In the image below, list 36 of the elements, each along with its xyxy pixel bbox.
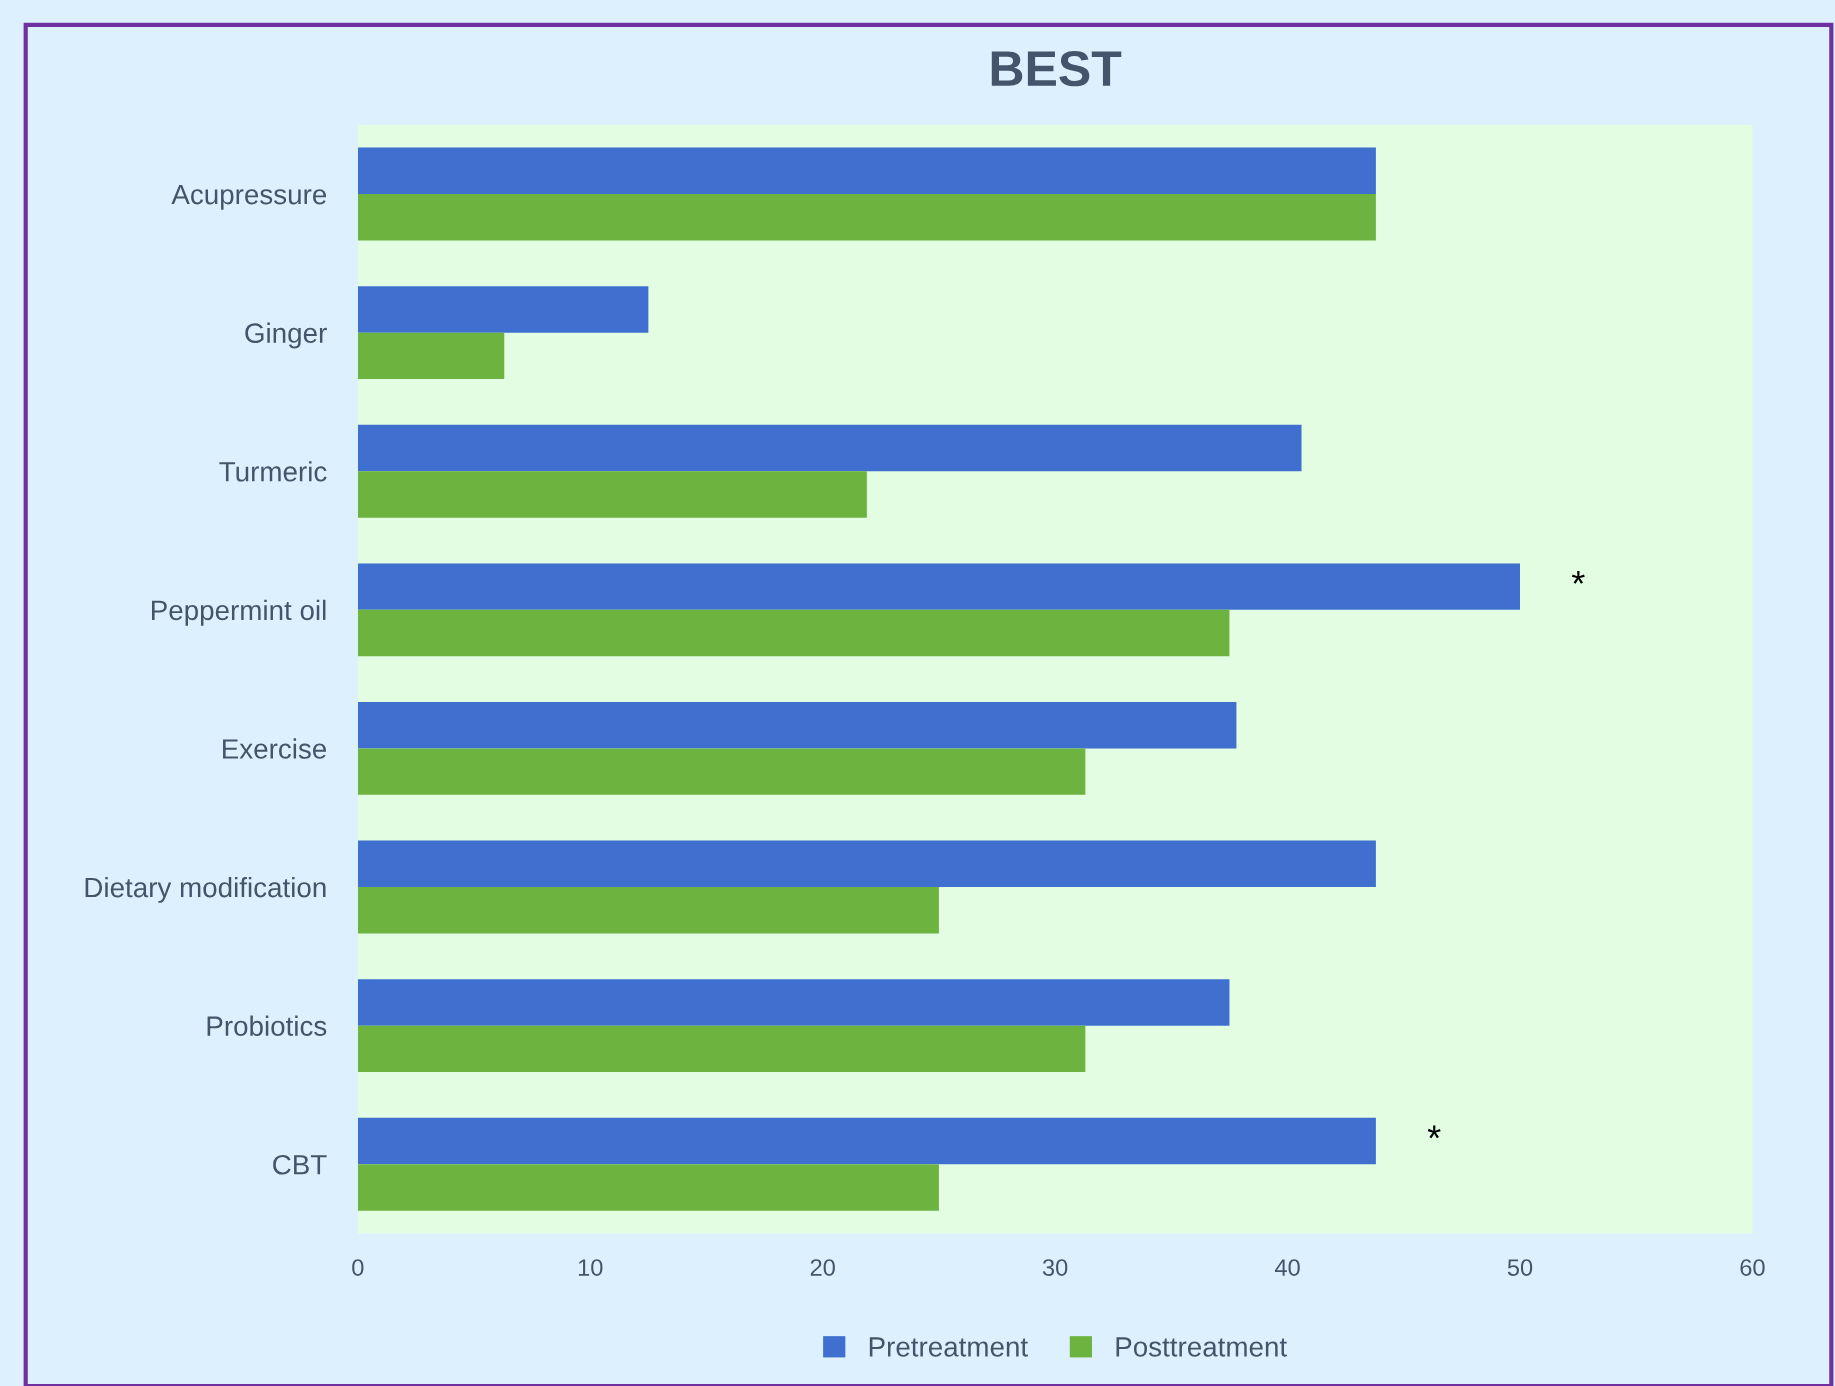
bar: [357, 748, 1086, 795]
bar: [357, 840, 1376, 888]
x-tick-label: 0: [352, 1259, 364, 1276]
annotation: *: [1427, 1125, 1441, 1139]
chart-title: BEST: [991, 50, 1122, 87]
y-tick-label: Acupressure: [171, 184, 327, 210]
x-tick-label: 60: [1740, 1259, 1765, 1276]
legend-label: Pretreatment: [869, 1337, 1028, 1357]
bar: [357, 1117, 1376, 1165]
bar: [357, 979, 1230, 1026]
y-tick-label: Peppermint oil: [152, 599, 326, 626]
bar: [357, 1164, 939, 1211]
x-tick-label: 20: [810, 1259, 835, 1276]
bar: [357, 609, 1230, 657]
bar: [357, 471, 867, 518]
bar: [357, 424, 1302, 472]
y-tick-label: Exercise: [223, 738, 327, 759]
bar: [357, 887, 939, 934]
x-tick-label: 30: [1042, 1259, 1068, 1276]
bar: [357, 194, 1376, 241]
bar: [357, 286, 649, 333]
x-tick-label: 50: [1507, 1259, 1533, 1276]
bar: [357, 702, 1237, 749]
bar: [357, 332, 505, 380]
annotation: *: [1571, 571, 1585, 584]
x-tick-label: 10: [578, 1259, 603, 1276]
legend-label: Posttreatment: [1116, 1337, 1287, 1357]
bar: [357, 1025, 1086, 1073]
x-tick-label: 40: [1274, 1259, 1300, 1276]
bar: [357, 147, 1376, 195]
bar: [357, 563, 1520, 610]
y-tick-label: Ginger: [245, 322, 327, 349]
y-tick-label: Probiotics: [207, 1015, 327, 1036]
y-tick-label: Turmeric: [219, 461, 327, 482]
y-tick-label: Dietary modification: [85, 876, 326, 903]
y-tick-label: CBT: [273, 1154, 327, 1175]
